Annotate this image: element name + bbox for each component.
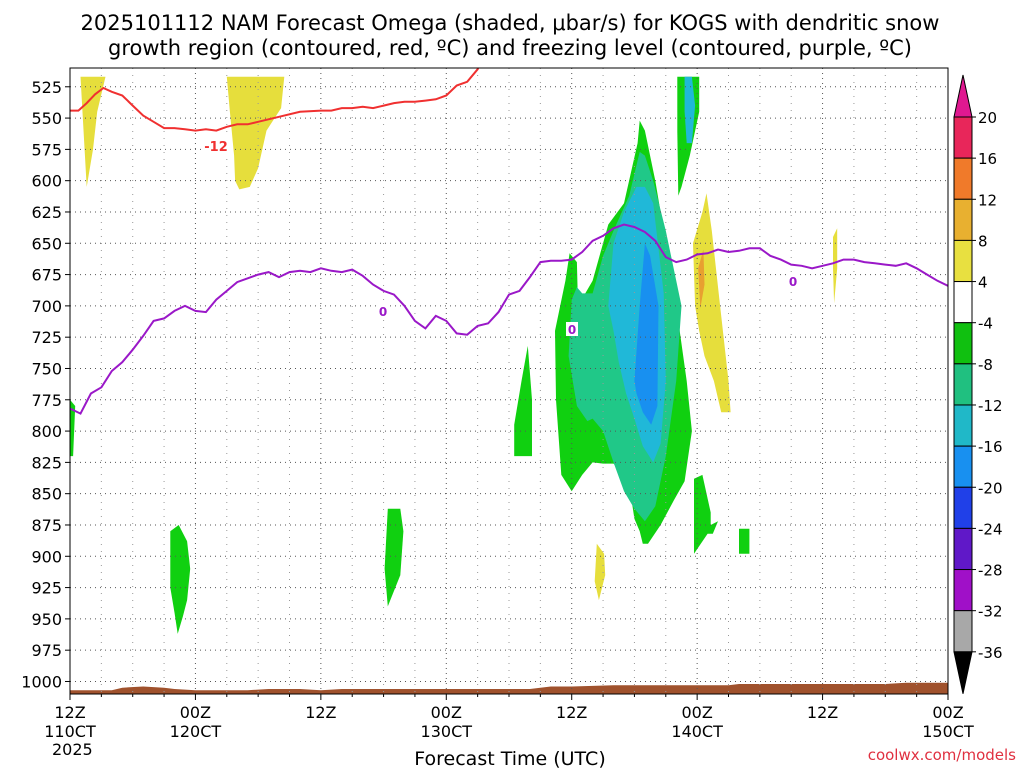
y-tick-label: 525 xyxy=(31,78,62,97)
colorbar-segment xyxy=(953,281,973,324)
colorbar-label: 8 xyxy=(978,232,988,250)
omega-region-11 xyxy=(694,474,718,554)
dgz-contour-label: -12 xyxy=(201,138,231,155)
colorbar-label: 4 xyxy=(978,274,988,292)
y-tick-label: 600 xyxy=(31,172,62,191)
freezing-contour-label-2: 0 xyxy=(566,322,578,337)
colorbar-segment xyxy=(953,363,973,406)
x-tick-date-label: 120CT xyxy=(170,722,222,741)
y-tick-label: 750 xyxy=(31,359,62,378)
colorbar-segment xyxy=(953,486,973,529)
watermark: coolwx.com/models xyxy=(868,746,1016,764)
x-tick-date-label: 110CT xyxy=(44,722,96,741)
omega-shading-layer xyxy=(70,76,838,634)
svg-text:-12: -12 xyxy=(204,140,228,155)
omega-region-10 xyxy=(684,76,696,144)
colorbar-label: 12 xyxy=(978,191,997,209)
contour-layer xyxy=(70,68,948,415)
colorbar-label: -16 xyxy=(978,438,1003,456)
omega-region-16 xyxy=(693,193,731,413)
svg-text:0: 0 xyxy=(789,275,797,289)
plot-area xyxy=(70,68,948,694)
y-tick-label: 550 xyxy=(31,109,62,128)
colorbar-bottom-arrow xyxy=(953,651,973,694)
omega-region-3 xyxy=(384,508,404,607)
omega-region-14 xyxy=(226,76,285,190)
y-axis: 525 550 575 600 625 650 675 700 725 750 775 800 825 8… xyxy=(21,78,70,691)
svg-text:0: 0 xyxy=(568,323,576,337)
x-tick-label: 00Z xyxy=(932,703,963,722)
x-tick-label: 00Z xyxy=(180,703,211,722)
y-tick-label: 675 xyxy=(31,266,62,285)
chart-title-line1: 2025101112 NAM Forecast Omega (shaded, μ… xyxy=(81,11,940,35)
omega-region-1 xyxy=(70,399,76,457)
dgz-contour-line xyxy=(70,68,480,132)
y-tick-label: 875 xyxy=(31,516,62,535)
colorbar-segment xyxy=(953,610,973,653)
year-label: 2025 xyxy=(52,740,93,759)
omega-region-15 xyxy=(594,543,606,601)
colorbar-segment xyxy=(953,569,973,612)
colorbar-label: -12 xyxy=(978,397,1003,415)
y-tick-label: 725 xyxy=(31,328,62,347)
colorbar-segment xyxy=(953,527,973,571)
x-tick-label: 12Z xyxy=(305,703,336,722)
colorbar-label: -28 xyxy=(978,562,1003,580)
svg-text:0: 0 xyxy=(379,305,387,319)
colorbar-segment xyxy=(953,116,973,159)
x-tick-date-label: 140CT xyxy=(671,722,723,741)
y-tick-label: 575 xyxy=(31,140,62,159)
x-tick-label: 12Z xyxy=(54,703,85,722)
colorbar-segment xyxy=(953,239,973,283)
y-tick-label: 625 xyxy=(31,203,62,222)
colorbar: 20 16 12 8 4 -4 -8 -12 -16 -20 -24 -28 -32 -36 xyxy=(953,74,1003,694)
omega-region-18 xyxy=(833,228,838,304)
y-tick-label: 1000 xyxy=(21,672,62,691)
y-tick-label: 975 xyxy=(31,641,62,660)
y-tick-label: 825 xyxy=(31,453,62,472)
x-tick-label: 00Z xyxy=(431,703,462,722)
colorbar-label: -20 xyxy=(978,479,1003,497)
x-axis-title: Forecast Time (UTC) xyxy=(414,748,605,768)
x-tick-label: 12Z xyxy=(807,703,838,722)
colorbar-segment xyxy=(953,157,973,200)
colorbar-segment xyxy=(953,198,973,241)
y-tick-label: 850 xyxy=(31,485,62,504)
y-tick-label: 925 xyxy=(31,579,62,598)
colorbar-label: -4 xyxy=(978,315,993,333)
x-tick-label: 12Z xyxy=(556,703,587,722)
omega-region-8 xyxy=(634,243,659,425)
colorbar-segment xyxy=(953,404,973,447)
x-tick-date-label: 150CT xyxy=(922,722,974,741)
colorbar-segment xyxy=(953,445,973,488)
colorbar-label: -8 xyxy=(978,356,993,374)
x-tick-label: 00Z xyxy=(681,703,712,722)
y-tick-label: 775 xyxy=(31,391,62,410)
omega-region-2 xyxy=(170,525,191,634)
colorbar-label: -24 xyxy=(978,520,1003,538)
omega-region-12 xyxy=(739,528,750,554)
y-tick-label: 900 xyxy=(31,547,62,566)
colorbar-segment xyxy=(953,322,973,365)
colorbar-label: 20 xyxy=(978,109,997,127)
colorbar-label: 16 xyxy=(978,150,997,168)
y-tick-label: 950 xyxy=(31,610,62,629)
colorbar-label: -36 xyxy=(978,644,1003,662)
freezing-level-line xyxy=(70,223,948,415)
omega-region-17 xyxy=(698,249,705,309)
freezing-contour-label-1: 0 xyxy=(377,304,389,319)
chart-title-line2: growth region (contoured, red, ºC) and f… xyxy=(108,36,912,60)
y-tick-label: 650 xyxy=(31,234,62,253)
x-tick-date-label: 130CT xyxy=(421,722,473,741)
colorbar-top-arrow xyxy=(953,74,973,118)
freezing-contour-label-3: 0 xyxy=(787,274,799,289)
omega-region-4 xyxy=(514,345,532,457)
y-tick-label: 800 xyxy=(31,422,62,441)
y-tick-label: 700 xyxy=(31,297,62,316)
colorbar-label: -32 xyxy=(978,603,1003,621)
